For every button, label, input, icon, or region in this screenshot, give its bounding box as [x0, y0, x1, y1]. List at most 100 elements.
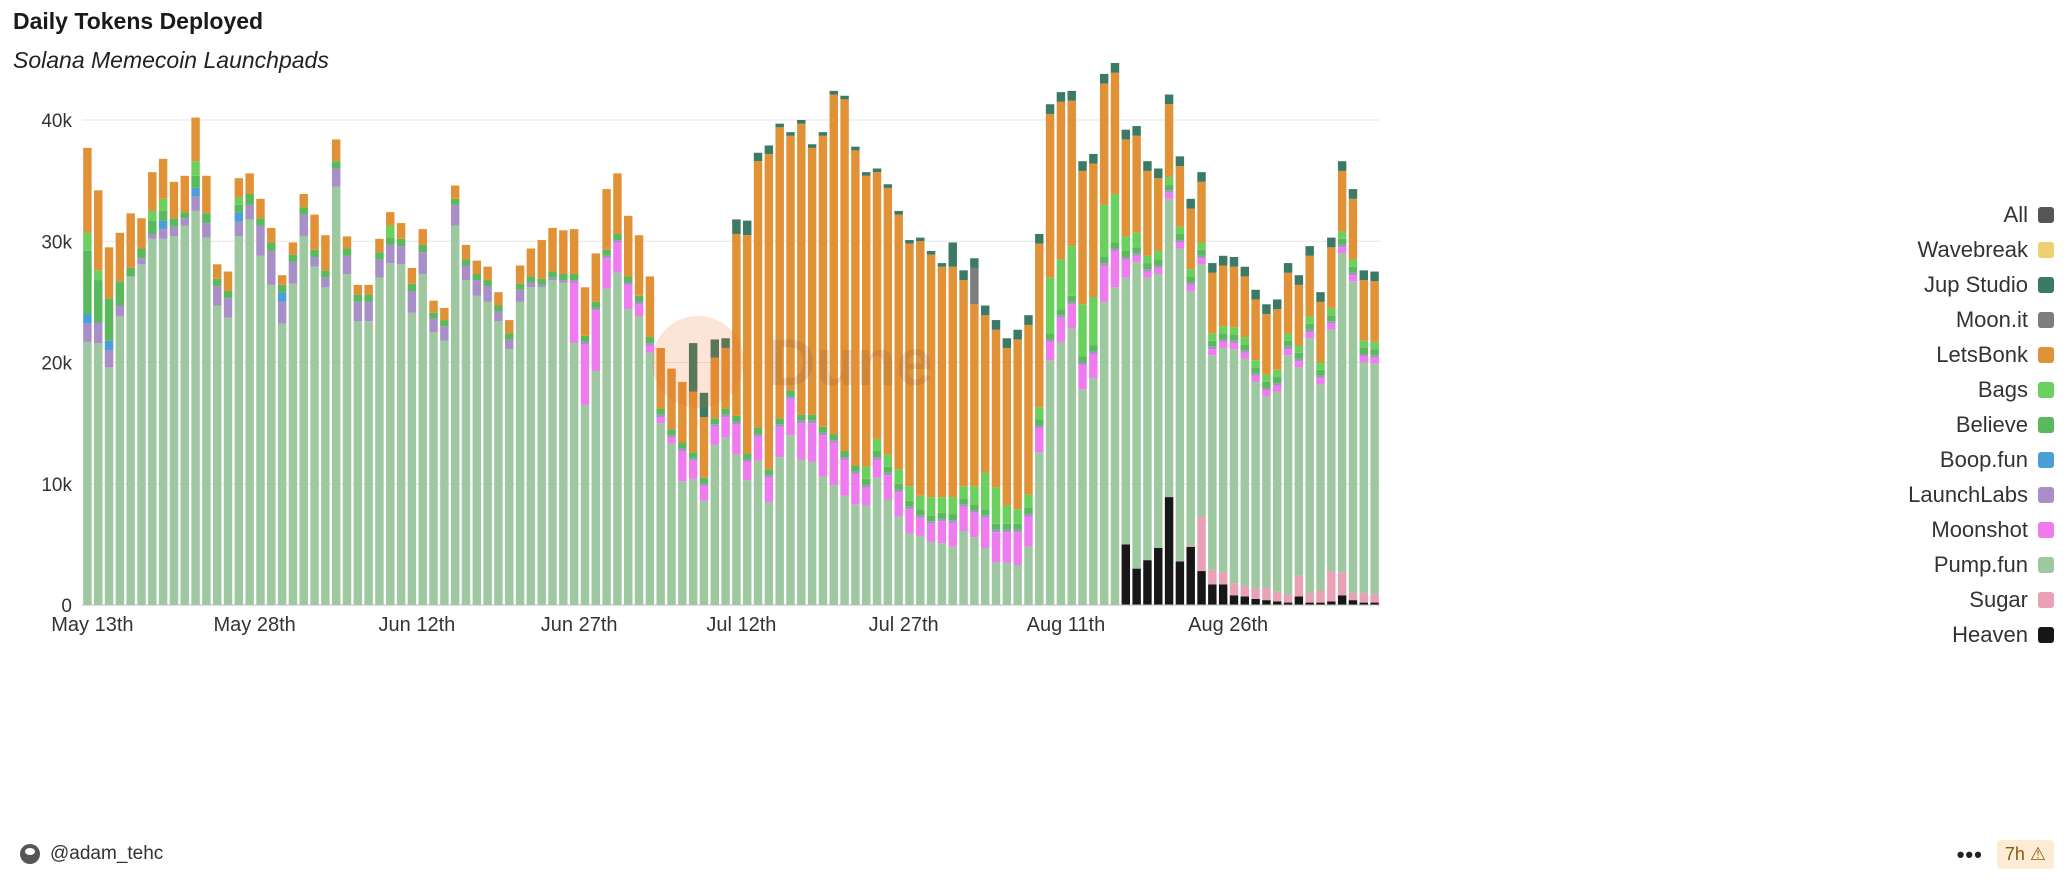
bar-segment-pump-fun[interactable] [148, 238, 157, 605]
bar-segment-moonshot[interactable] [1121, 259, 1131, 278]
bar-segment-jup-studio[interactable] [1218, 255, 1228, 266]
bar-segment-pump-fun[interactable] [1305, 338, 1314, 593]
bar-segment-believe[interactable] [353, 294, 363, 302]
bar-segment-sugar[interactable] [1197, 516, 1206, 572]
bar-segment-moonshot[interactable] [613, 242, 622, 273]
bar-segment-launchlabs[interactable] [148, 233, 157, 239]
bar-segment-launchlabs[interactable] [688, 458, 698, 461]
bar-segment-believe[interactable] [461, 259, 471, 266]
bar-segment-believe[interactable] [1175, 233, 1185, 241]
bar-segment-pump-fun[interactable] [1121, 277, 1131, 545]
bar-segment-bags[interactable] [991, 487, 1001, 524]
bar-segment-launchlabs[interactable] [321, 277, 330, 288]
bar-segment-believe[interactable] [256, 218, 265, 226]
bar-segment-heaven[interactable] [1154, 548, 1163, 605]
bar-segment-heaven[interactable] [1262, 600, 1271, 605]
bar-segment-launchlabs[interactable] [710, 424, 719, 427]
bar-segment-moonshot[interactable] [1186, 284, 1195, 291]
bar-segment-letsbonk[interactable] [710, 357, 719, 419]
bar-segment-pump-fun[interactable] [537, 287, 546, 605]
bar-segment-jup-studio[interactable] [743, 220, 752, 236]
bar-segment-bags[interactable] [1294, 345, 1304, 353]
bar-segment-believe[interactable] [1359, 347, 1368, 355]
bar-segment-bags[interactable] [1132, 232, 1141, 248]
bar-segment-believe[interactable] [429, 312, 438, 319]
bar-segment-heaven[interactable] [1370, 602, 1379, 605]
bar-segment-believe[interactable] [634, 295, 644, 302]
bar-segment-pump-fun[interactable] [461, 280, 471, 605]
bar-segment-moonshot[interactable] [1164, 192, 1174, 199]
bar-segment-jup-studio[interactable] [1337, 161, 1347, 171]
bar-segment-launchlabs[interactable] [526, 282, 536, 288]
bar-segment-moonshot[interactable] [1316, 378, 1325, 385]
bar-segment-letsbonk[interactable] [1337, 170, 1347, 232]
bar-segment-pump-fun[interactable] [1099, 301, 1109, 606]
bar-segment-moonshot[interactable] [786, 398, 795, 436]
bar-segment-letsbonk[interactable] [1002, 347, 1012, 506]
bar-segment-believe[interactable] [656, 408, 665, 415]
bar-segment-launchlabs[interactable] [980, 515, 990, 518]
bar-segment-believe[interactable] [624, 276, 633, 283]
bar-segment-moonshot[interactable] [569, 282, 579, 344]
bar-segment-pump-fun[interactable] [1143, 277, 1152, 561]
legend-item-moon-it[interactable]: Moon.it [1908, 302, 2054, 337]
bar-segment-believe[interactable] [1327, 315, 1336, 322]
bar-segment-letsbonk[interactable] [721, 347, 730, 409]
bar-segment-pump-fun[interactable] [753, 460, 763, 605]
bar-segment-heaven[interactable] [1175, 561, 1185, 605]
bar-segment-letsbonk[interactable] [223, 271, 233, 291]
bar-segment-moonshot[interactable] [1251, 375, 1260, 382]
bar-segment-believe[interactable] [1240, 344, 1250, 351]
bar-segment-moonshot[interactable] [775, 426, 784, 458]
bar-segment-moonshot[interactable] [1110, 250, 1120, 288]
bar-segment-bags[interactable] [980, 472, 990, 510]
bar-segment-jup-studio[interactable] [980, 305, 990, 316]
bar-segment-letsbonk[interactable] [1035, 243, 1044, 408]
bar-segment-letsbonk[interactable] [602, 189, 611, 250]
bar-segment-letsbonk[interactable] [764, 153, 774, 470]
bar-segment-believe[interactable] [331, 161, 341, 169]
bar-segment-bags[interactable] [94, 270, 103, 281]
bar-segment-pump-fun[interactable] [191, 210, 200, 605]
bar-segment-launchlabs[interactable] [202, 223, 211, 238]
bar-segment-believe[interactable] [970, 504, 979, 511]
bar-segment-pump-fun[interactable] [1294, 367, 1304, 576]
bar-segment-heaven[interactable] [1229, 595, 1239, 605]
bar-segment-bags[interactable] [386, 225, 395, 238]
bar-segment-bags[interactable] [1262, 374, 1271, 382]
bar-segment-heaven[interactable] [1283, 602, 1293, 605]
bar-segment-believe[interactable] [515, 283, 525, 290]
bar-segment-letsbonk[interactable] [580, 287, 590, 336]
bar-segment-pump-fun[interactable] [688, 478, 698, 605]
bar-segment-bags[interactable] [1337, 231, 1347, 239]
bar-segment-jup-studio[interactable] [1121, 129, 1131, 140]
bar-segment-letsbonk[interactable] [1110, 72, 1120, 194]
bar-segment-believe[interactable] [937, 512, 947, 519]
bar-segment-launchlabs[interactable] [494, 311, 503, 322]
bar-segment-pump-fun[interactable] [1218, 347, 1228, 573]
bar-segment-launchlabs[interactable] [299, 214, 308, 237]
bar-segment-launchlabs[interactable] [829, 440, 838, 443]
bar-segment-jup-studio[interactable] [1164, 94, 1174, 105]
bar-segment-believe[interactable] [450, 198, 460, 205]
bar-segment-letsbonk[interactable] [1121, 139, 1131, 237]
bar-segment-launchlabs[interactable] [667, 435, 676, 438]
bar-segment-bags[interactable] [1175, 226, 1185, 234]
bar-segment-pump-fun[interactable] [721, 437, 730, 605]
bar-segment-letsbonk[interactable] [1327, 247, 1336, 308]
bar-segment-bags[interactable] [1273, 369, 1282, 378]
bar-segment-heaven[interactable] [1132, 568, 1141, 606]
bar-segment-believe[interactable] [321, 270, 330, 278]
bar-segment-believe[interactable] [1121, 250, 1131, 258]
bar-segment-believe[interactable] [1110, 242, 1120, 249]
bar-segment-believe[interactable] [1078, 356, 1087, 363]
bar-segment-moonshot[interactable] [678, 451, 687, 482]
bar-segment-letsbonk[interactable] [429, 300, 438, 313]
bar-segment-bags[interactable] [872, 438, 882, 452]
bar-segment-letsbonk[interactable] [634, 235, 644, 296]
bar-segment-pump-fun[interactable] [299, 236, 308, 605]
bar-segment-jup-studio[interactable] [1197, 172, 1206, 182]
bar-segment-believe[interactable] [494, 305, 503, 312]
bar-segment-pump-fun[interactable] [1186, 290, 1195, 546]
bar-segment-sugar[interactable] [1348, 592, 1358, 601]
